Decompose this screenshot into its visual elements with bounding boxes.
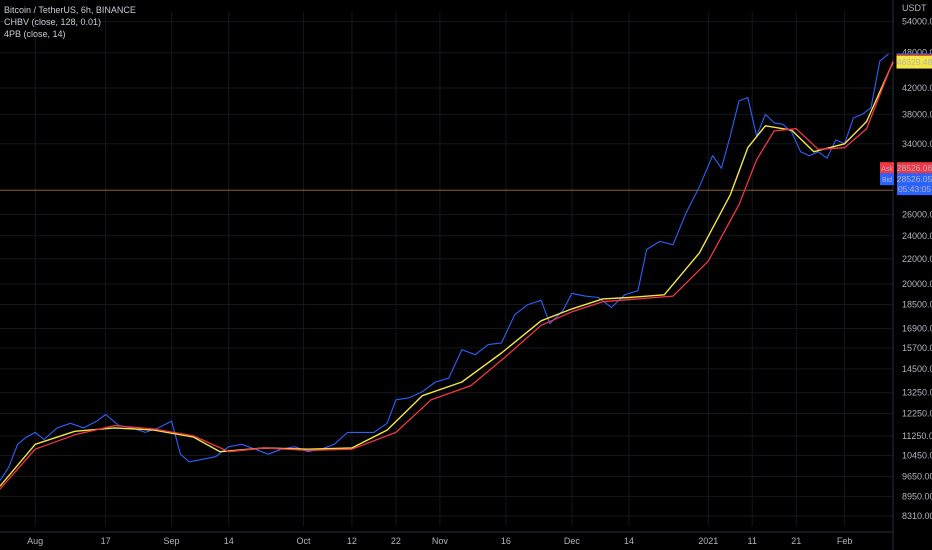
x-tick-label: 11 [748, 536, 757, 546]
x-tick-label: Oct [297, 536, 312, 546]
indicator-4pb-line [0, 61, 894, 487]
x-tick-label: 22 [391, 536, 401, 546]
bid-tag-box [880, 173, 894, 186]
bid-tag-label: Bid [882, 177, 892, 184]
x-tick-label: 17 [101, 536, 111, 546]
y-tick-label: 54000.00 [902, 17, 932, 27]
x-tick-label: 21 [791, 536, 801, 546]
x-tick-label: Nov [432, 536, 449, 546]
pb-value-tag: 46329.48 [897, 57, 932, 67]
x-tick-label: Feb [837, 536, 853, 546]
x-tick-label: Sep [164, 536, 180, 546]
ask-tag-label: Ask [881, 166, 893, 173]
y-tick-label: 13250.00 [902, 388, 932, 398]
y-tick-label: 20000.00 [902, 279, 932, 289]
pb-value-tag-box [896, 55, 932, 69]
x-tick-label: 2021 [698, 536, 718, 546]
bar-countdown-label: 05:43:05 [898, 184, 931, 194]
ask-price-label: 28526.06 [897, 163, 932, 173]
y-tick-label: 16900.00 [902, 323, 932, 333]
x-tick-label: 14 [624, 536, 634, 546]
chart-legend: Bitcoin / TetherUS, 6h, BINANCE CHBV (cl… [4, 4, 136, 40]
y-tick-label: 48000.00 [902, 48, 932, 58]
y-tick-label: 10450.00 [902, 450, 932, 460]
x-tick-label: 12 [347, 536, 357, 546]
bid-price-box [897, 173, 932, 196]
y-tick-label: 14500.00 [902, 364, 932, 374]
y-tick-label: 11250.00 [902, 431, 932, 441]
y-tick-label: 12250.00 [902, 408, 932, 418]
x-tick-label: Dec [564, 536, 581, 546]
y-tick-label: 24000.00 [902, 231, 932, 241]
indicator-chbv-label[interactable]: CHBV (close, 128, 0.01) [4, 17, 102, 27]
x-tick-label: 14 [224, 536, 234, 546]
indicator-chbv-line [0, 60, 894, 490]
price-line-series [0, 53, 889, 481]
x-tick-label: 16 [501, 536, 511, 546]
indicator-4pb-label[interactable]: 4PB (close, 14) [4, 29, 66, 39]
y-tick-label: 38000.00 [902, 109, 932, 119]
y-tick-label: 34000.00 [902, 139, 932, 149]
x-tick-label: Aug [27, 536, 43, 546]
y-tick-label: 22000.00 [902, 254, 932, 264]
y-tick-label: 26000.00 [902, 210, 932, 220]
y-tick-label: 18500.00 [902, 300, 932, 310]
ask-price-box [897, 162, 932, 175]
bid-price-label: 28526.05 [897, 174, 932, 184]
ask-tag-box [880, 162, 894, 175]
price-axis-unit: USDT [902, 3, 927, 13]
y-tick-label: 42000.00 [902, 83, 932, 93]
symbol-title[interactable]: Bitcoin / TetherUS, 6h, BINANCE [4, 5, 136, 15]
y-tick-label: 8950.00 [902, 491, 932, 501]
y-tick-label: 9650.00 [902, 471, 932, 481]
y-tick-label: 8310.00 [902, 511, 932, 521]
y-tick-label: 15700.00 [902, 343, 932, 353]
